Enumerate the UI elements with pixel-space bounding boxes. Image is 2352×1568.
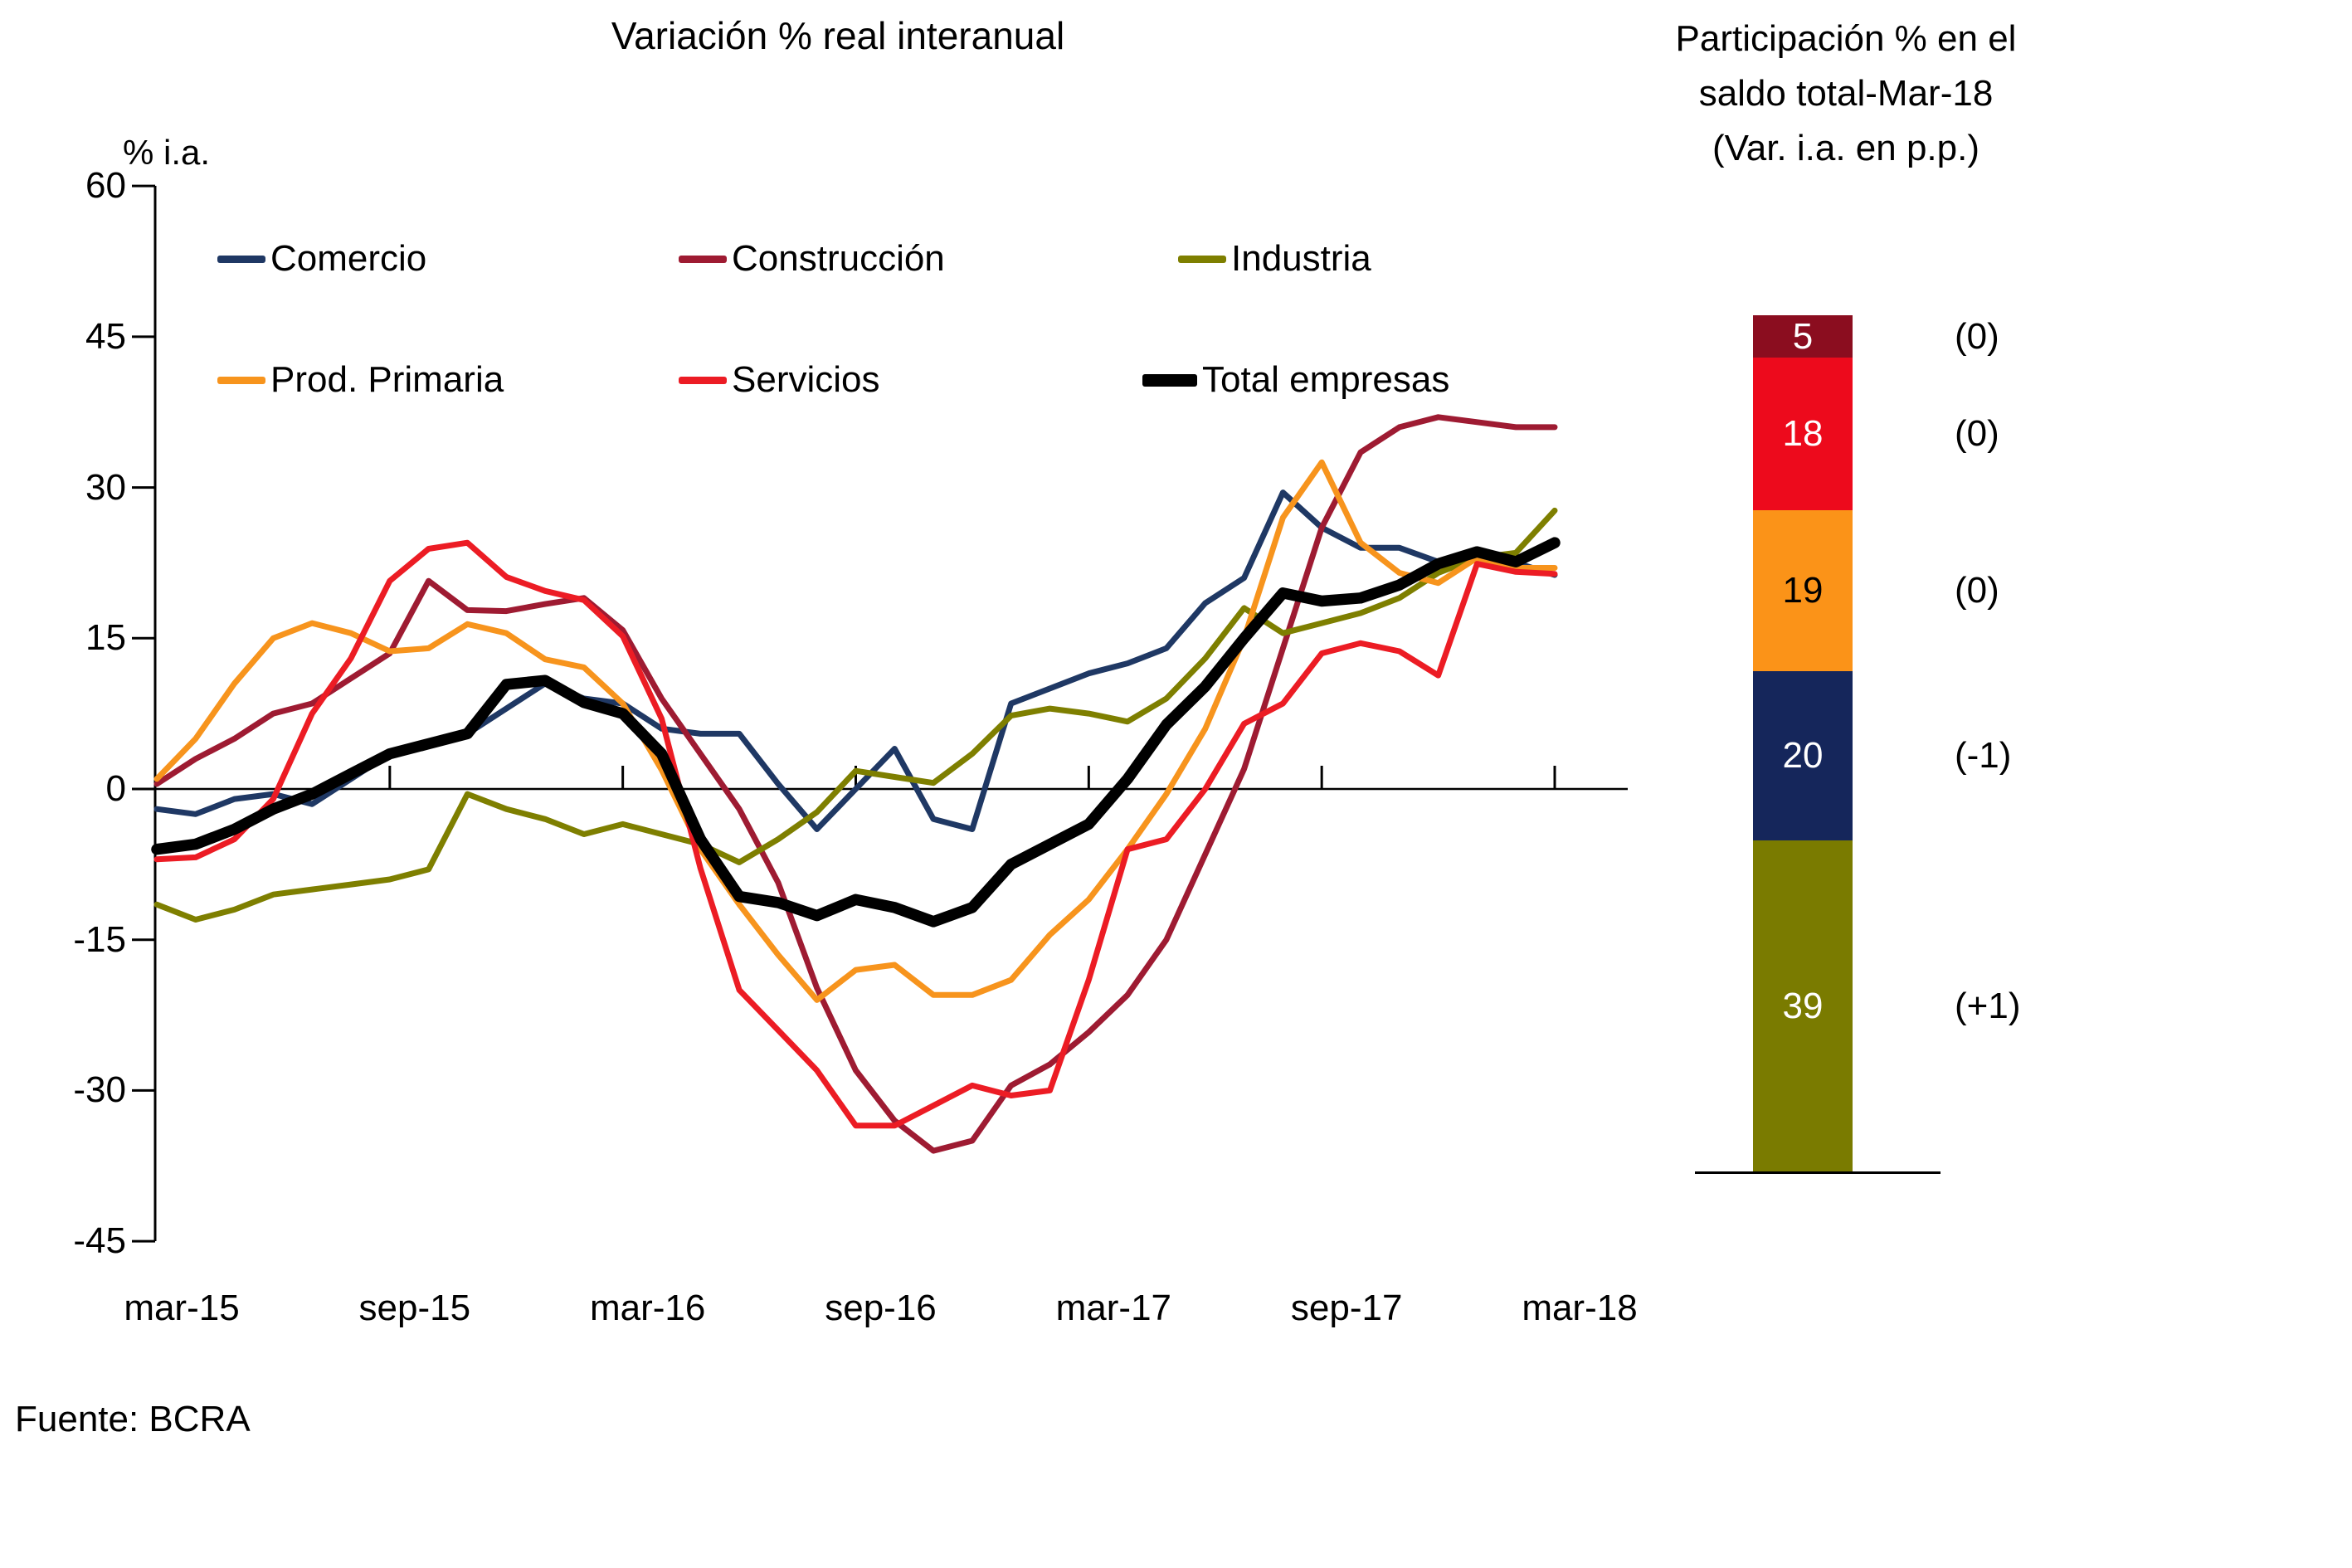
legend-item-industria: Industria bbox=[1178, 238, 1371, 280]
y-tick-label-0: 0 bbox=[105, 768, 126, 809]
series-line-servicios bbox=[153, 539, 1558, 1129]
bar-segment-comercio: 20 bbox=[1753, 671, 1853, 841]
y-axis-unit-label: % i.a. bbox=[123, 133, 211, 172]
legend-label: Construcción bbox=[732, 238, 945, 279]
y-tick-label-60: 60 bbox=[85, 165, 126, 207]
x-tick-label-mar-18: mar-18 bbox=[1522, 1288, 1638, 1328]
y-tick-label--15: -15 bbox=[73, 918, 126, 960]
bar-baseline bbox=[1695, 1171, 1941, 1174]
bar-chart-title: Participación % en el saldo total-Mar-18… bbox=[1639, 12, 2053, 176]
bar-note-comercio: (-1) bbox=[1955, 735, 2012, 777]
legend-swatch-icon bbox=[1142, 373, 1197, 387]
legend-label: Comercio bbox=[270, 238, 427, 279]
bar-title-line-3: (Var. i.a. en p.p.) bbox=[1712, 128, 1979, 168]
bar-note-servicios: (0) bbox=[1955, 413, 1999, 455]
series-line-prod-primaria bbox=[153, 459, 1558, 1003]
x-tick-label-mar-16: mar-16 bbox=[589, 1288, 706, 1328]
y-tick-label--30: -30 bbox=[73, 1069, 126, 1111]
bar-segment-construcci-n: 5 bbox=[1753, 315, 1853, 358]
y-tick-label-30: 30 bbox=[85, 466, 126, 508]
y-tick-label--45: -45 bbox=[73, 1220, 126, 1262]
legend-item-construcci-n: Construcción bbox=[679, 238, 945, 280]
legend-swatch-icon bbox=[217, 376, 265, 384]
legend-item-servicios: Servicios bbox=[679, 359, 880, 401]
y-tick-label-45: 45 bbox=[85, 315, 126, 357]
legend-label: Total empresas bbox=[1202, 359, 1450, 400]
x-tick-label-sep-17: sep-17 bbox=[1290, 1288, 1403, 1328]
bar-note-prod-primaria: (0) bbox=[1955, 570, 1999, 611]
legend-swatch-icon bbox=[217, 255, 265, 263]
x-tick-label-mar-17: mar-17 bbox=[1055, 1288, 1172, 1328]
y-tick-label-15: 15 bbox=[85, 617, 126, 659]
legend-label: Prod. Primaria bbox=[270, 359, 504, 400]
source-note: Fuente: BCRA bbox=[15, 1399, 251, 1439]
stacked-bar: 5 18 19 20 39 bbox=[1753, 315, 1853, 1171]
bar-segment-servicios: 18 bbox=[1753, 358, 1853, 510]
legend-swatch-icon bbox=[679, 255, 727, 263]
legend-item-comercio: Comercio bbox=[217, 238, 426, 280]
legend-label: Industria bbox=[1231, 238, 1371, 279]
bar-note-industria: (+1) bbox=[1955, 985, 2021, 1026]
legend-item-total-empresas: Total empresas bbox=[1142, 359, 1449, 401]
bar-title-line-2: saldo total-Mar-18 bbox=[1698, 73, 1994, 114]
x-tick-label-sep-16: sep-16 bbox=[825, 1288, 937, 1328]
x-tick-label-mar-15: mar-15 bbox=[124, 1288, 240, 1328]
x-tick-label-sep-15: sep-15 bbox=[358, 1288, 471, 1328]
legend-swatch-icon bbox=[679, 376, 727, 384]
bar-title-line-1: Participación % en el bbox=[1675, 18, 2017, 59]
series-line-industria bbox=[153, 507, 1558, 923]
bar-segment-prod-primaria: 19 bbox=[1753, 509, 1853, 672]
bar-segment-industria: 39 bbox=[1753, 840, 1853, 1171]
legend-item-prod-primaria: Prod. Primaria bbox=[217, 359, 504, 401]
bar-note-construcci-n: (0) bbox=[1955, 315, 1999, 357]
line-chart-title: Variación % real interanual bbox=[611, 14, 1065, 57]
legend-label: Servicios bbox=[732, 359, 880, 400]
series-line-total-empresas bbox=[151, 537, 1561, 928]
legend-swatch-icon bbox=[1178, 255, 1226, 263]
